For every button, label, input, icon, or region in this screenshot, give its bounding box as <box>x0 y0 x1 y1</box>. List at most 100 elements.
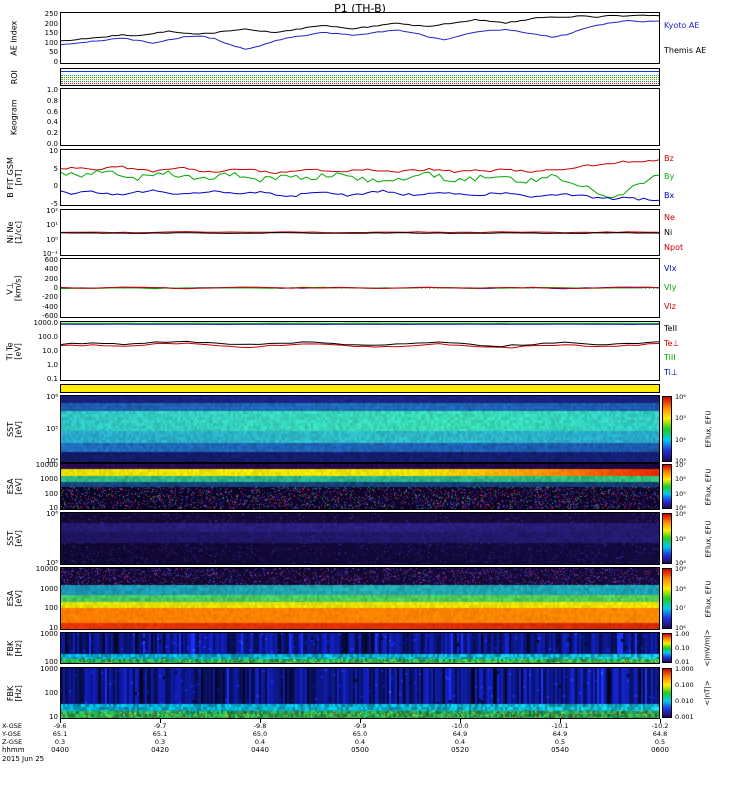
time-tick-label: 0540 <box>551 746 569 754</box>
y-axis-label-line: [eV] <box>13 420 23 438</box>
legend-entry: Ne <box>664 212 675 222</box>
y-tick-label: 1.0 <box>46 361 58 369</box>
y-axis-label-line: ESA <box>5 478 15 495</box>
y-axis-label: AE Index <box>2 13 28 63</box>
x-axis-tick <box>460 719 461 723</box>
legend-entry: Bz <box>664 154 674 164</box>
y-axis-label: SST [eV] <box>2 396 28 462</box>
y-tick-label: 10² <box>46 207 58 215</box>
ephemeris-value: 64.9 <box>552 730 568 738</box>
colorbar-tick-label: 0.10 <box>675 644 690 652</box>
y-ticks: 10000 1000 100 10 <box>24 565 58 632</box>
ephemeris-value: 0.3 <box>54 738 66 746</box>
ephemeris-value: -9.7 <box>153 722 167 730</box>
ephemeris-value: -10.0 <box>451 722 469 730</box>
y-axis-label: ESA [eV] <box>2 464 28 509</box>
time-tick-label: 0500 <box>351 746 369 754</box>
ephemeris-value: -10.1 <box>551 722 569 730</box>
y-axis-label-line: ROI <box>9 69 19 85</box>
colorbar <box>662 568 672 629</box>
y-tick-label: 0 <box>53 182 58 191</box>
line-chart-svg <box>61 231 659 234</box>
panel-ae: AE Index 250 200 150 100 50 0 Kyoto AE Themis AE <box>10 10 706 66</box>
colorbar-label: EFlux, EFU <box>704 468 712 505</box>
colorbar <box>662 396 672 462</box>
legend-entry: Npot <box>664 242 684 252</box>
colorbar-tick-label: 10⁷ <box>675 461 686 469</box>
ephemeris-value: 0.4 <box>454 738 466 746</box>
y-axis-label-line: Ni Ne <box>5 221 15 244</box>
ephemeris-row: X-GSE -9.6 -9.7 -9.8 -9.9 -10.0 -10.1 -10.2 <box>0 722 750 730</box>
y-axis-label: FBK [Hz] <box>2 668 28 718</box>
ephemeris-value: 64.8 <box>652 730 668 738</box>
time-tick-label: 0600 <box>651 746 669 754</box>
y-tick-label: 250 <box>44 10 58 18</box>
panel-flag <box>60 384 660 393</box>
y-tick-label: 10⁵ <box>46 559 58 567</box>
colorbar-ticks: 10⁶ 10⁵ 10⁴ 10³ <box>675 393 701 465</box>
colorbar-tick-label: 10⁷ <box>675 604 686 613</box>
roi-line <box>61 75 659 77</box>
ephemeris-value: -10.2 <box>651 722 669 730</box>
y-ticks: 600 400 200 0 -200 -400 -600 <box>24 256 58 320</box>
y-axis-label-line: [nT] <box>14 169 24 186</box>
x-axis-tick <box>660 719 661 723</box>
y-tick-label: 10⁵ <box>46 425 58 433</box>
y-tick-label: 10 <box>49 713 58 721</box>
y-ticks: 1.0 0.8 0.6 0.4 0.2 0.0 <box>24 86 58 148</box>
spectrogram-canvas <box>61 464 659 509</box>
colorbar <box>662 633 672 663</box>
y-tick-label: 600 <box>44 256 58 264</box>
y-axis-label-line: B FIT GSM <box>5 157 15 198</box>
ephemeris-value: 65.1 <box>52 730 68 738</box>
colorbar-ticks: 10⁶ 10⁵ 10⁴ <box>675 510 701 567</box>
y-ticks: 10⁶ 10⁵ <box>24 510 58 567</box>
legend-entry: TeII <box>664 324 678 334</box>
y-axis-label: Ti Te [eV] <box>2 322 28 380</box>
time-tick-label: 0400 <box>51 746 69 754</box>
colorbar-label: EFlux, EFU <box>704 580 712 617</box>
ephemeris-value: 0.5 <box>654 738 666 746</box>
y-tick-label: 10 <box>49 147 58 155</box>
y-ticks: 250 200 150 100 50 0 <box>24 10 58 66</box>
legend-entry: Vly <box>664 282 677 292</box>
y-axis-label-line: FBK <box>5 685 15 701</box>
spectrogram-canvas <box>61 396 659 462</box>
roi-line <box>61 81 659 83</box>
y-axis-label: V⊥ [km/s] <box>2 259 28 317</box>
y-ticks: 1000.0 100.0 10.0 1.0 0.1 <box>24 319 59 383</box>
y-tick-label: 0.0 <box>46 139 58 148</box>
colorbar <box>662 513 672 564</box>
legend-entry: Te⊥ <box>664 338 680 348</box>
x-axis-tick <box>560 719 561 723</box>
y-tick-label: 1000 <box>40 665 58 673</box>
colorbar-tick-label: 0.010 <box>675 697 694 705</box>
legend: Bz By Bx <box>664 150 749 205</box>
y-tick-label: 0.2 <box>46 129 58 138</box>
legend-entry: Bx <box>664 190 675 200</box>
panel-temp: Ti Te [eV] 1000.0 100.0 10.0 1.0 0.1 TeII Te⊥ TiI… <box>6 319 680 383</box>
colorbar-tick-label: 10⁴ <box>675 503 686 512</box>
legend: Ne Ni Npot <box>664 210 749 255</box>
colorbar-tick-label: 10⁸ <box>675 584 686 593</box>
colorbar <box>662 668 672 718</box>
ephemeris-row-label: X-GSE <box>2 722 22 730</box>
line-chart-svg <box>61 159 659 202</box>
colorbar-tick-label: 0.001 <box>675 713 694 721</box>
legend-entry: TiII <box>664 353 676 363</box>
colorbar-tick-label: 10⁴ <box>675 559 686 567</box>
colorbar-tick-label: 1.000 <box>675 665 694 673</box>
ephemeris-value: 0.3 <box>154 738 166 746</box>
colorbar-ticks: 1.000 0.100 0.010 0.001 <box>675 665 701 721</box>
ephemeris-value: -9.9 <box>353 722 367 730</box>
time-tick-label: 0420 <box>151 746 169 754</box>
y-tick-label: 100.0 <box>37 333 58 341</box>
ephemeris-value: 65.0 <box>252 730 268 738</box>
y-axis-label-line: Ti Te <box>5 342 15 360</box>
y-tick-label: 10⁶ <box>46 510 58 518</box>
panel-sst-ion: SST [eV] 10⁶ 10⁵ 10⁴ 10⁶ 10⁵ 10⁴ 10³ EFlux, EFU <box>6 393 712 465</box>
panel-keogram: Keogram 1.0 0.8 0.6 0.4 0.2 0.0 <box>10 86 660 148</box>
colorbar-label: EFlux, EFU <box>704 410 712 448</box>
y-axis-label-line: [eV] <box>13 530 23 547</box>
line-chart-svg <box>61 322 659 349</box>
